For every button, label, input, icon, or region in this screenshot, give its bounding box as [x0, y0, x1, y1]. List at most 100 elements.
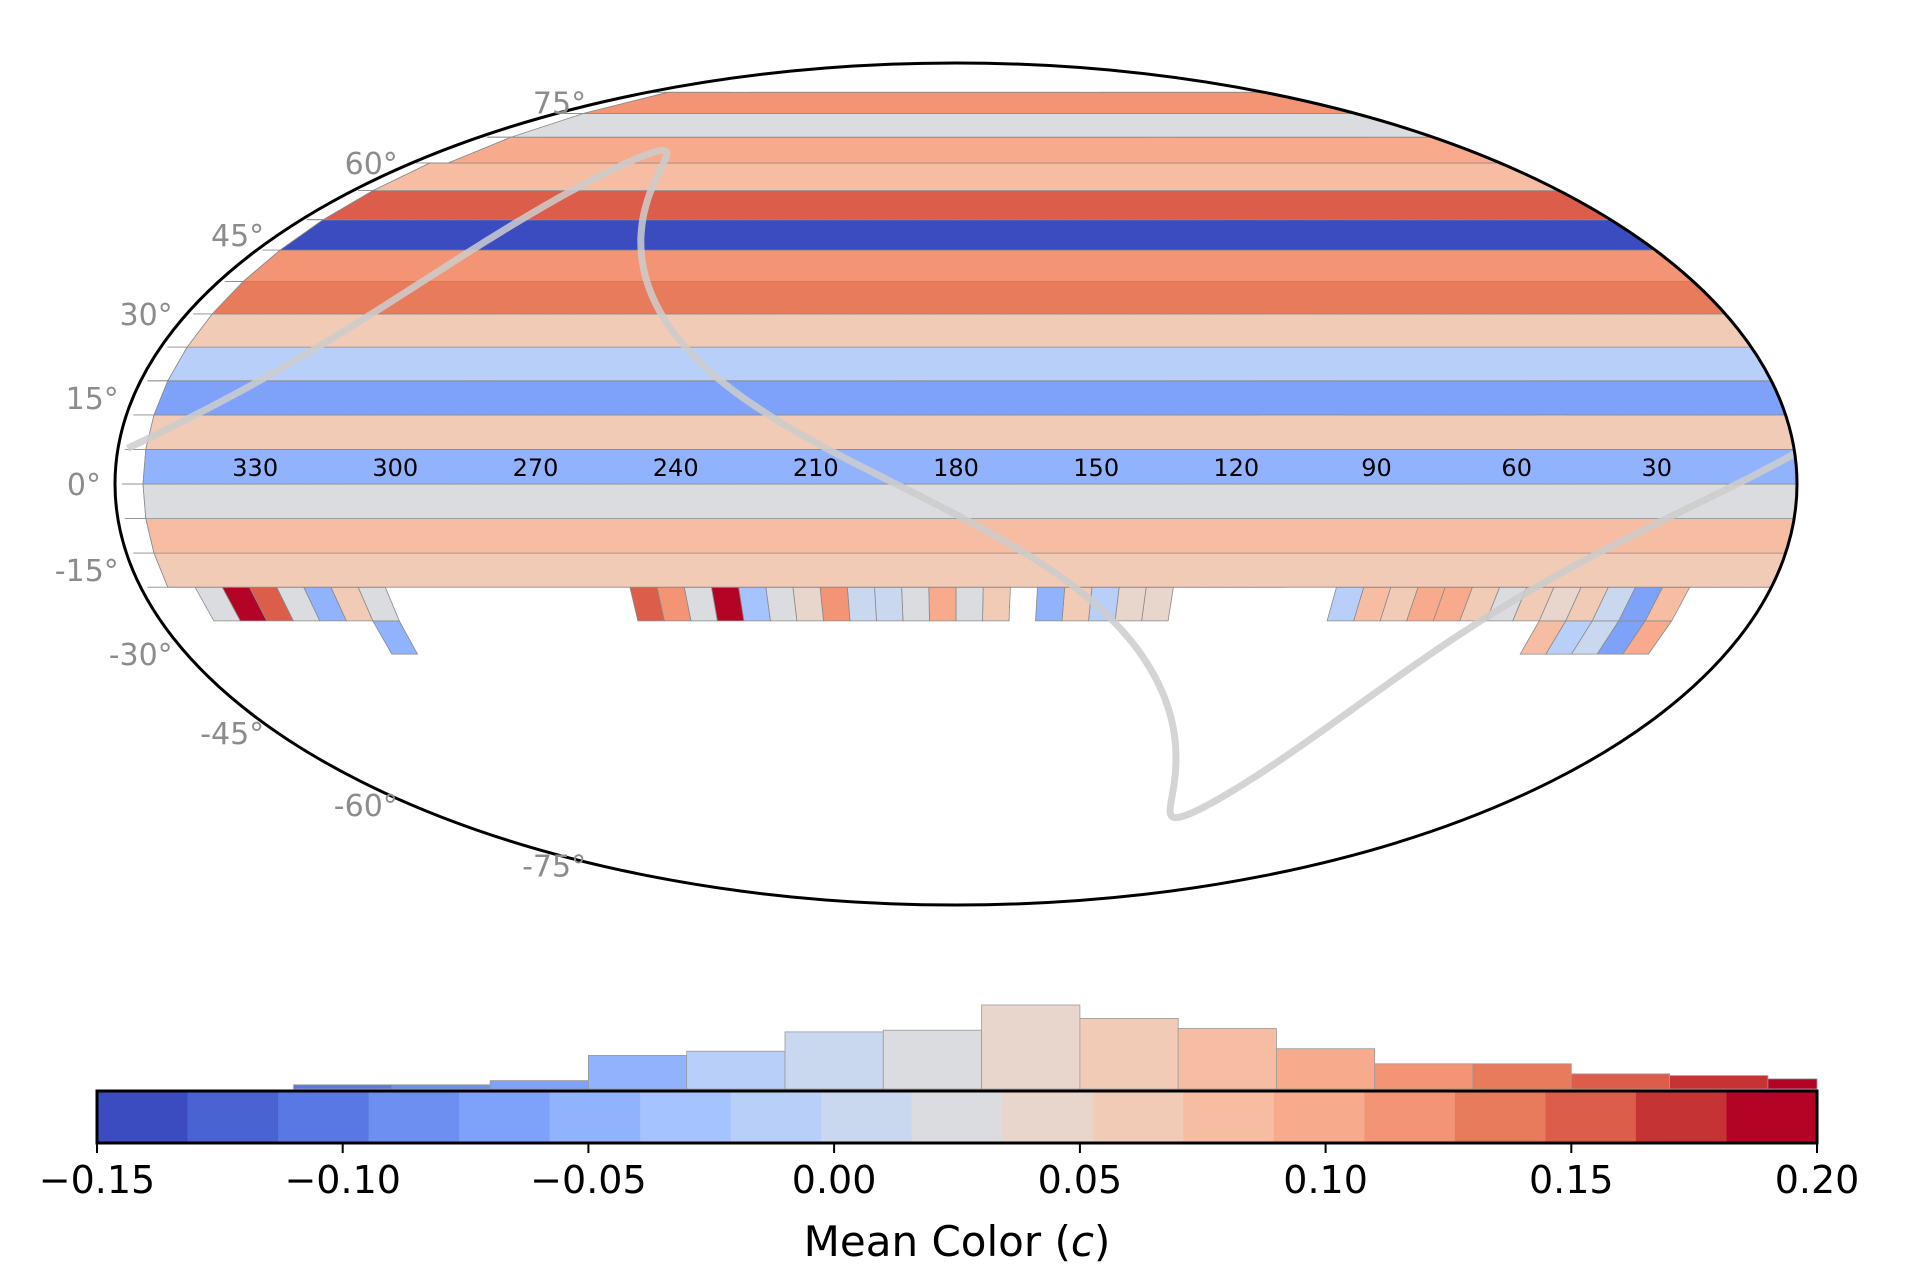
- sky-cell: [193, 281, 1727, 315]
- lat-tick-label: 15°: [66, 382, 119, 417]
- colorbar-bin: [1545, 1091, 1637, 1143]
- sky-cell: [1141, 586, 1174, 622]
- colorbar-bin: [1273, 1091, 1365, 1143]
- histogram-bar: [1276, 1048, 1376, 1090]
- sky-cell: [874, 586, 904, 622]
- histogram-bars: [293, 1004, 1818, 1090]
- histogram-bar: [1374, 1063, 1474, 1090]
- colorbar-tick-label: 0.00: [792, 1158, 877, 1202]
- colorbar-bin: [1635, 1091, 1727, 1143]
- lat-tick-label: -60°: [334, 789, 398, 824]
- colorbar-bin: [911, 1091, 1003, 1143]
- colorbar-tick-label: 0.15: [1529, 1158, 1614, 1202]
- histogram-bar: [784, 1031, 884, 1090]
- colorbar-frame: [95, 1089, 1819, 1145]
- colorbar-tick-label: −0.15: [39, 1158, 155, 1202]
- sky-cell: [846, 586, 877, 622]
- lon-tick-label: 90: [1361, 454, 1392, 482]
- lat-tick-label: -30°: [109, 638, 173, 673]
- sky-cell: [124, 518, 1795, 554]
- lon-tick-label: 210: [793, 454, 839, 482]
- sky-cell: [792, 586, 824, 622]
- lon-tick-label: 150: [1073, 454, 1119, 482]
- colorbar-bin: [1092, 1091, 1184, 1143]
- sky-cell: [133, 552, 1787, 588]
- histogram-bar: [1570, 1073, 1671, 1090]
- sky-cell: [765, 586, 798, 622]
- sky-cell: [133, 380, 1787, 416]
- lon-tick-label: 300: [372, 454, 418, 482]
- latitude-labels: 75° 60° 45° 30° 15° 0° -15° -30° -45° -60° -75°: [55, 87, 586, 885]
- sky-cell: [357, 162, 1560, 191]
- histogram-bar: [1079, 1018, 1179, 1090]
- sky-cell: [167, 313, 1753, 348]
- sky-cell: [928, 586, 957, 622]
- colorbar-ticks: −0.15 −0.10 −0.05 0.00 0.05 0.10 0.15 0.20: [39, 1143, 1860, 1202]
- colorbar-label: Mean Color (c): [804, 1217, 1111, 1264]
- colorbar-bin: [640, 1091, 732, 1143]
- colorbar-bin: [1364, 1091, 1456, 1143]
- lat-tick-label: -75°: [522, 849, 586, 884]
- sky-cell: [487, 113, 1433, 138]
- sky-cell: [124, 414, 1795, 450]
- sky-cell: [563, 91, 1356, 114]
- histogram-bar: [981, 1004, 1081, 1090]
- colorbar-bin: [549, 1091, 641, 1143]
- histogram-bar: [293, 1084, 393, 1090]
- lat-tick-label: 30°: [120, 298, 173, 333]
- lon-tick-label: 330: [232, 454, 278, 482]
- colorbar-bin: [278, 1091, 370, 1143]
- lat-tick-label: -45°: [200, 717, 264, 752]
- map-border: [113, 61, 1799, 907]
- lon-tick-label: 120: [1213, 454, 1259, 482]
- lon-tick-label: 60: [1501, 454, 1532, 482]
- histogram-bar: [1767, 1078, 1818, 1090]
- colorbar-bins: [97, 1091, 1818, 1143]
- colorbar-bin: [459, 1091, 551, 1143]
- colorbar-bin: [1002, 1091, 1094, 1143]
- histogram-bar: [588, 1055, 688, 1090]
- colorbar-bin: [1726, 1091, 1818, 1143]
- lon-tick-label: 180: [933, 454, 979, 482]
- colorbar-bin: [1454, 1091, 1546, 1143]
- lon-tick-label: 270: [513, 454, 559, 482]
- histogram-bar: [1472, 1063, 1572, 1090]
- lon-tick-label: 240: [653, 454, 699, 482]
- sky-cell: [1035, 586, 1066, 622]
- longitude-labels: 330 300 270 240 210 180 150 120 90 60 30: [232, 454, 1672, 482]
- colorbar-bin: [821, 1091, 913, 1143]
- histogram-bar: [686, 1050, 786, 1090]
- histogram-bar: [391, 1084, 491, 1090]
- sky-cell: [1114, 586, 1147, 622]
- lat-tick-label: 45°: [211, 219, 264, 254]
- histogram-bar: [489, 1080, 589, 1090]
- lat-tick-label: 60°: [345, 147, 398, 182]
- colorbar-bin: [730, 1091, 822, 1143]
- histogram-bar: [1177, 1028, 1277, 1090]
- sky-cell: [955, 586, 984, 622]
- colorbar-tick-label: 0.10: [1283, 1158, 1368, 1202]
- colorbar-bin: [368, 1091, 460, 1143]
- colorbar-tick-label: 0.05: [1038, 1158, 1123, 1202]
- lat-tick-label: 0°: [67, 468, 101, 503]
- colorbar-bin: [1183, 1091, 1275, 1143]
- sky-cell: [901, 586, 930, 622]
- histogram-bar: [882, 1029, 982, 1090]
- sky-cell: [262, 219, 1657, 251]
- sky-cell: [420, 136, 1501, 164]
- sky-cell: [147, 346, 1773, 382]
- colorbar-tick-label: 0.20: [1775, 1158, 1860, 1202]
- colorbar-histogram: −0.15 −0.10 −0.05 0.00 0.05 0.10 0.15 0.20 Mean…: [39, 1004, 1860, 1264]
- sky-cell: [819, 586, 851, 622]
- colorbar-tick-label: −0.05: [530, 1158, 646, 1202]
- lon-tick-label: 30: [1642, 454, 1673, 482]
- lat-tick-label: 75°: [533, 87, 586, 122]
- sky-cell: [306, 190, 1613, 221]
- galactic-plane-curve: [126, 146, 1797, 822]
- histogram-bar: [1669, 1075, 1769, 1090]
- mollweide-map: 75° 60° 45° 30° 15° 0° -15° -30° -45° -60° -75° 33…: [55, 61, 1799, 907]
- colorbar-bin: [97, 1091, 189, 1143]
- lat-tick-label: -15°: [55, 554, 119, 589]
